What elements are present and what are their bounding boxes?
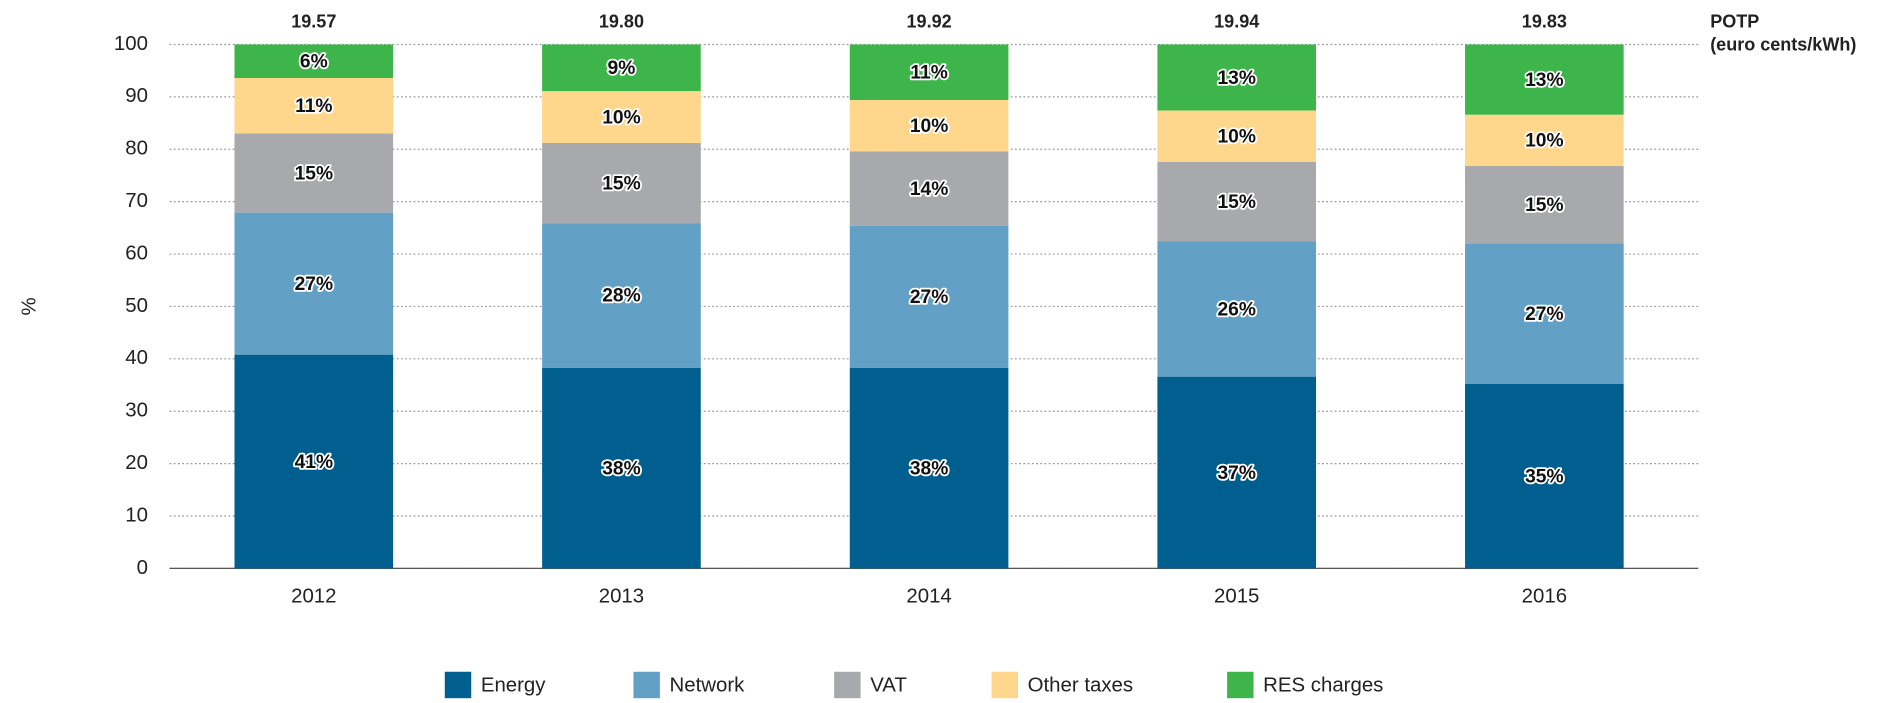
legend-label: VAT <box>870 675 907 697</box>
data-label: 37% <box>1217 463 1255 484</box>
y-tick-label: 50 <box>125 295 148 317</box>
bar-segment <box>1157 110 1317 162</box>
bar-segment <box>1465 44 1624 115</box>
data-label: 15% <box>1525 195 1563 216</box>
data-label: 38% <box>910 458 948 479</box>
legend-label: Energy <box>481 675 546 697</box>
bar-segment <box>234 77 394 134</box>
y-axis-label: % <box>19 297 41 315</box>
data-label: 11% <box>295 96 332 117</box>
bar-segment <box>234 354 394 569</box>
legend-label: Other taxes <box>1028 675 1133 697</box>
bar-segment <box>542 367 701 569</box>
data-label: 10% <box>1217 126 1255 147</box>
data-label: 9% <box>608 58 636 79</box>
data-label: 14% <box>910 179 948 200</box>
bar-segment <box>1465 383 1624 569</box>
x-tick-label: 2016 <box>1522 586 1567 608</box>
y-tick-label: 40 <box>125 347 148 369</box>
bar-segment <box>849 367 1009 569</box>
y-tick-label: 90 <box>125 85 148 107</box>
data-label: 41% <box>295 452 333 473</box>
data-label: 26% <box>1217 299 1255 320</box>
y-tick-label: 80 <box>125 138 148 160</box>
bar-segment <box>234 44 394 78</box>
bar-segment <box>542 91 701 143</box>
bar-segment <box>849 100 1009 152</box>
total-label: 19.57 <box>291 12 336 32</box>
total-label: 19.80 <box>599 12 644 32</box>
legend-label: RES charges <box>1263 675 1383 697</box>
data-label: 27% <box>910 287 948 308</box>
totals-title: POTP <box>1710 12 1759 32</box>
data-label: 15% <box>1217 192 1255 213</box>
x-tick-label: 2014 <box>906 586 951 608</box>
y-tick-label: 0 <box>137 557 148 579</box>
data-label: 15% <box>602 173 640 194</box>
bar-segment <box>542 223 701 368</box>
data-label: 28% <box>602 286 640 307</box>
y-tick-label: 70 <box>125 190 148 212</box>
y-tick-label: 100 <box>114 33 148 55</box>
y-tick-label: 10 <box>125 504 148 526</box>
data-label: 6% <box>300 52 328 73</box>
bar-segment <box>1465 166 1624 244</box>
bar-segment <box>849 44 1009 101</box>
x-tick-label: 2013 <box>599 586 644 608</box>
data-label: 35% <box>1525 466 1563 487</box>
bar-segment <box>1157 161 1317 242</box>
bar-segment <box>234 133 394 213</box>
data-label: 13% <box>1525 70 1563 91</box>
legend-label: Network <box>670 675 746 697</box>
data-label: 15% <box>295 163 333 184</box>
y-tick-label: 30 <box>125 400 148 422</box>
bar-segment <box>542 142 701 224</box>
y-tick-label: 60 <box>125 242 148 264</box>
x-tick-label: 2015 <box>1214 586 1259 608</box>
bar-segment <box>849 151 1009 226</box>
legend-swatch <box>633 671 660 699</box>
total-label: 19.92 <box>907 12 952 32</box>
bar-segment <box>234 212 394 355</box>
y-tick-label: 20 <box>125 452 148 474</box>
legend-swatch <box>834 671 861 699</box>
data-label: 10% <box>602 107 640 128</box>
bar-segment <box>1157 241 1317 377</box>
legend-swatch <box>991 671 1019 699</box>
data-label: 27% <box>1525 304 1563 325</box>
total-label: 19.94 <box>1214 12 1259 32</box>
bar-segment <box>849 225 1009 368</box>
totals-subtitle: (euro cents/kWh) <box>1710 34 1856 54</box>
data-label: 27% <box>295 274 333 295</box>
data-label: 13% <box>1217 68 1255 89</box>
data-label: 10% <box>1525 131 1563 152</box>
bar-segment <box>1157 376 1317 569</box>
bar-segment <box>542 44 701 92</box>
legend-swatch <box>444 671 472 699</box>
bar-segment <box>1157 44 1317 111</box>
data-label: 38% <box>602 458 640 479</box>
data-label: 10% <box>910 116 948 137</box>
total-label: 19.83 <box>1522 12 1567 32</box>
x-tick-label: 2012 <box>291 586 336 608</box>
data-label: 11% <box>910 63 947 84</box>
bar-segment <box>1465 243 1624 384</box>
bar-segment <box>1465 114 1624 167</box>
legend-swatch <box>1227 671 1254 699</box>
